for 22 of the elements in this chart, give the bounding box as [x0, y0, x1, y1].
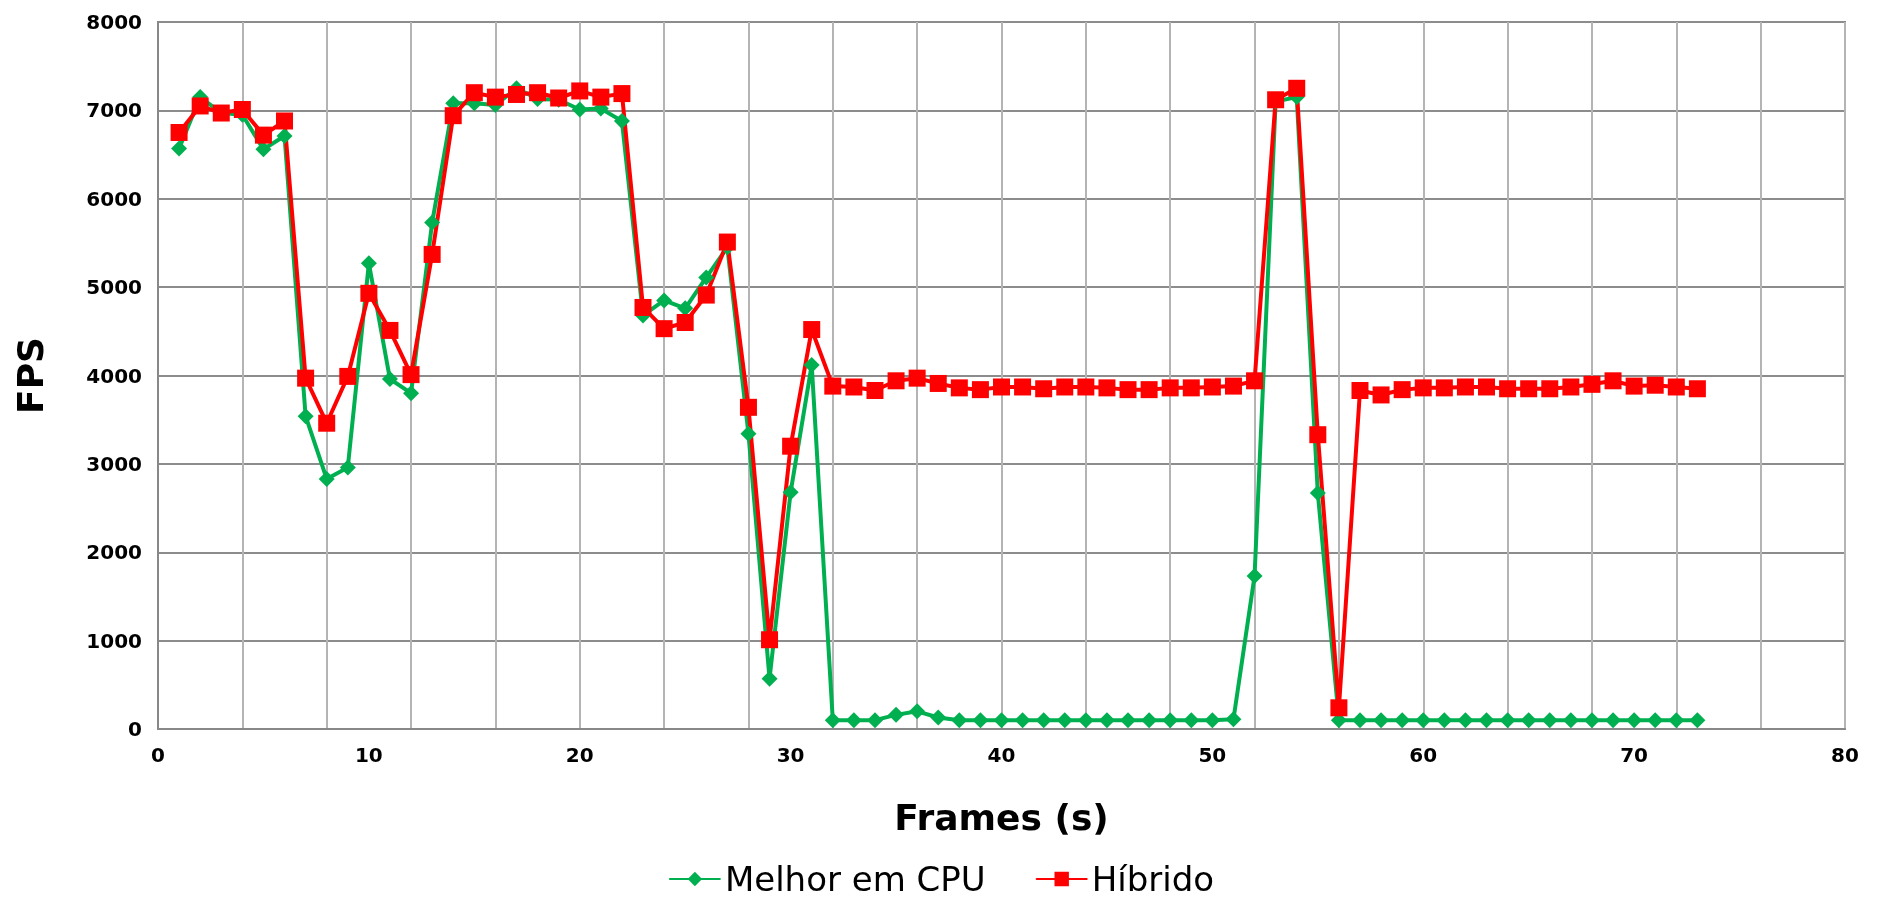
legend-label: Híbrido	[1091, 859, 1215, 899]
y-tick-label: 1000	[86, 628, 142, 653]
x-tick-label: 60	[1409, 743, 1438, 767]
y-tick-label: 7000	[86, 98, 142, 123]
x-tick-label: 80	[1831, 743, 1859, 767]
y-tick-label: 8000	[86, 10, 142, 34]
x-tick-label: 50	[1198, 743, 1227, 767]
x-axis-title: Frames (s)	[894, 796, 1109, 838]
x-tick-label: 10	[354, 743, 383, 767]
x-tick-label: 70	[1620, 743, 1649, 767]
y-tick-label: 6000	[86, 186, 142, 211]
x-tick-label: 40	[987, 743, 1016, 767]
x-tick-label: 0	[151, 743, 165, 767]
y-axis-title: FPS	[9, 337, 51, 414]
legend-label: Melhor em CPU	[724, 859, 986, 899]
y-tick-label: 5000	[86, 275, 142, 300]
y-tick-label: 3000	[86, 451, 142, 476]
x-tick-label: 30	[776, 743, 805, 767]
y-tick-label: 4000	[86, 363, 142, 388]
y-tick-label: 0	[128, 717, 142, 741]
y-tick-label: 2000	[86, 540, 142, 565]
x-tick-label: 20	[565, 743, 594, 767]
